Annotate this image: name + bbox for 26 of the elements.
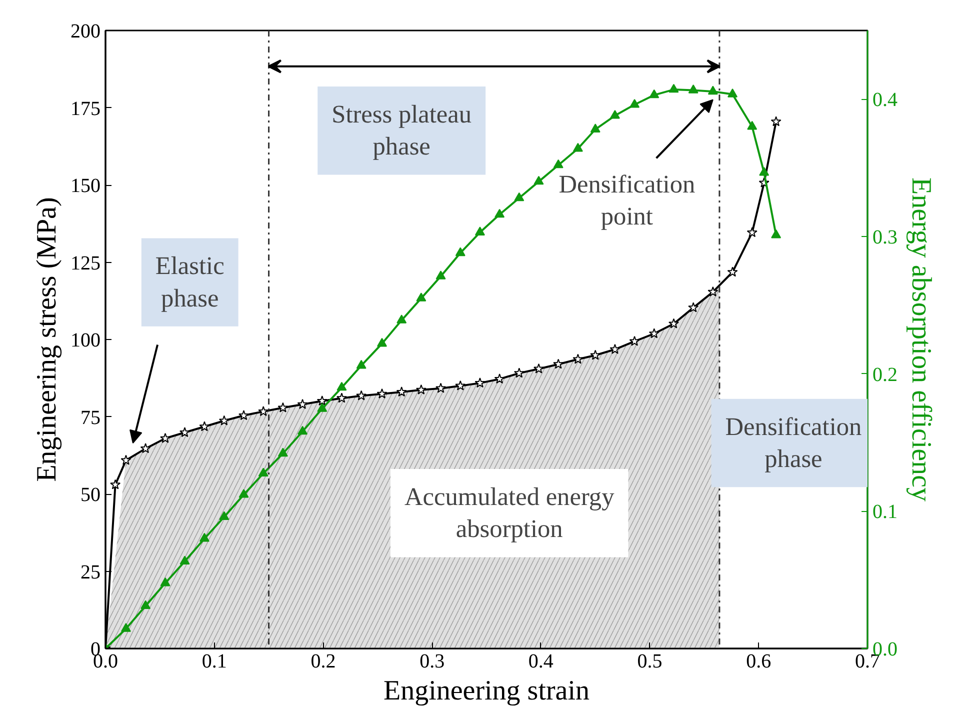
- y-tick-label: 150: [70, 175, 100, 197]
- y2-tick-label: 0.2: [872, 364, 898, 386]
- x-tick-label: 0.3: [420, 650, 445, 672]
- annotation: Stress plateau phase: [332, 100, 472, 161]
- annotation: Elastic phase: [155, 252, 224, 312]
- x-tick-label: 0.6: [746, 650, 772, 672]
- y-tick-label: 100: [70, 330, 100, 352]
- y2-axis-title: Energy absorption efficiency: [906, 178, 936, 502]
- x-axis-title: Engineering strain: [383, 676, 590, 706]
- y-tick-label: 200: [70, 20, 100, 42]
- y-tick-label: 25: [80, 561, 100, 584]
- x-tick-label: 0.4: [528, 650, 554, 672]
- y2-tick-label: 0.4: [872, 89, 898, 112]
- y-tick-label: 50: [80, 484, 100, 506]
- annotation: Densification phase: [725, 412, 862, 474]
- x-tick-label: 0.5: [637, 650, 662, 672]
- y-tick-label: 75: [80, 406, 100, 429]
- annotation: Densification point: [558, 170, 696, 231]
- x-tick-label: 0.1: [202, 650, 227, 672]
- y-axis-title: Engineering stress (MPa): [32, 197, 62, 482]
- x-tick-label: 0.2: [310, 650, 336, 672]
- y2-tick-label: 0.3: [872, 226, 898, 248]
- y2-tick-label: 0.1: [872, 501, 898, 524]
- annotation: Accumulated energy absorption: [404, 483, 615, 544]
- y-tick-label: 125: [70, 252, 100, 274]
- y-tick-label: 175: [70, 98, 100, 120]
